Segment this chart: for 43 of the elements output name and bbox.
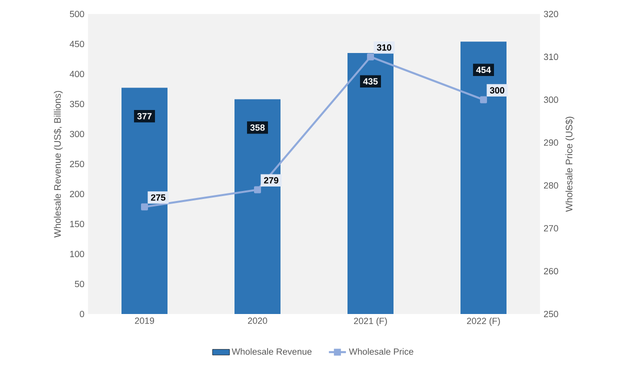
y2-axis-title: Wholesale Price (US$): [565, 116, 574, 212]
y-tick-label: 200: [70, 190, 84, 198]
y2-tick-label: 260: [544, 268, 558, 274]
x-tick-label: 2019: [134, 318, 154, 324]
data-label: 310: [376, 44, 392, 51]
bar: [460, 42, 507, 314]
point: [367, 53, 374, 60]
data-label: 454: [476, 66, 491, 74]
y-tick-label: 350: [70, 100, 84, 108]
y2-tick-label: 290: [544, 139, 558, 146]
y2-tick-label: 250: [544, 310, 558, 318]
point: [254, 186, 261, 194]
data-label: 377: [137, 112, 152, 120]
data-label: 275: [151, 194, 166, 201]
data-label: 279: [264, 177, 278, 184]
y-tick-label: 50: [74, 280, 84, 288]
y-tick-label: 450: [70, 40, 84, 48]
y-tick-label: 500: [70, 10, 84, 18]
bar: [234, 99, 281, 314]
bar: [348, 52, 394, 314]
point: [141, 203, 148, 210]
y-tick-label: 150: [70, 220, 84, 228]
x-tick-label: 2020: [248, 318, 268, 324]
y-tick-label: 250: [70, 160, 84, 168]
y2-tick-label: 320: [544, 10, 558, 18]
legend-label: Wholesale Revenue: [232, 348, 312, 355]
data-label: 435: [363, 78, 378, 85]
y-tick-label: 300: [70, 130, 84, 138]
legend-label: Wholesale Price: [348, 348, 414, 355]
x-tick-label: 2021 (F): [354, 318, 387, 326]
y2-tick-label: 310: [544, 54, 558, 60]
data-label: 358: [250, 124, 265, 131]
y2-tick-label: 300: [544, 96, 558, 103]
y-tick-label: 100: [70, 250, 84, 258]
y2-tick-label: 280: [544, 182, 558, 189]
y-axis-title: Wholesale Revenue (US$, Billions): [54, 90, 63, 238]
point: [480, 96, 487, 104]
y-tick-label: 400: [70, 70, 84, 78]
y2-tick-label: 270: [544, 225, 558, 232]
y-tick-label: 0: [80, 310, 84, 318]
data-label: 300: [490, 87, 504, 94]
x-tick-label: 2022 (F): [467, 318, 500, 326]
bar: [122, 88, 168, 314]
